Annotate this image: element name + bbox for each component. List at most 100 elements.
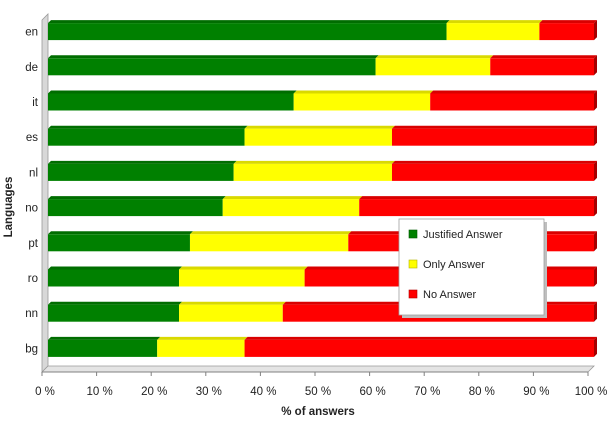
bar-no-only-answer (222, 196, 363, 217)
legend-box (398, 218, 545, 316)
bar-no-justified-answer (48, 196, 226, 217)
x-tick-label: 30 % (196, 386, 222, 398)
bar-segment (222, 199, 360, 217)
y-tick-label: ro (28, 273, 38, 285)
bar-top-face (179, 266, 308, 270)
bar-top-face (244, 336, 597, 340)
bar-nn-only-answer (179, 301, 286, 322)
bar-it-only-answer (293, 90, 434, 111)
y-tick-label: pt (28, 238, 38, 250)
legend-swatch (408, 289, 418, 299)
y-tick-label: de (25, 62, 38, 74)
bar-segment (48, 339, 158, 357)
bar-top-face (48, 125, 248, 129)
x-tick-label: 70 % (414, 386, 440, 398)
bar-bg-no-answer (244, 336, 597, 357)
bar-end-face (594, 90, 597, 111)
y-tick-label: en (25, 27, 38, 39)
y-tick-label: no (25, 203, 38, 215)
bar-bg-only-answer (157, 336, 248, 357)
bar-de-justified-answer (48, 55, 379, 76)
bar-top-face (233, 160, 395, 164)
bar-top-face (490, 55, 597, 59)
bar-nn-justified-answer (48, 301, 183, 322)
bar-end-face (594, 196, 597, 217)
bar-top-face (222, 196, 363, 200)
bar-end-face (594, 125, 597, 146)
y-axis-title: Languages (3, 177, 15, 238)
bar-segment (233, 163, 392, 181)
bar-segment (48, 58, 376, 76)
bar-ro-justified-answer (48, 266, 183, 287)
bar-top-face (48, 160, 237, 164)
x-tick-label: 10 % (86, 386, 112, 398)
bar-end-face (594, 20, 597, 41)
bar-end-face (594, 301, 597, 322)
x-tick-label: 90 % (523, 386, 549, 398)
bar-segment (48, 23, 447, 41)
bar-pt-only-answer (189, 231, 352, 252)
bar-it-justified-answer (48, 90, 297, 111)
bar-top-face (48, 231, 193, 235)
bar-pt-justified-answer (48, 231, 193, 252)
plot-frame (41, 13, 595, 373)
legend-label: Only Answer (423, 259, 485, 271)
bar-segment (189, 234, 349, 252)
bar-bg-justified-answer (48, 336, 161, 357)
bar-segment (48, 93, 294, 111)
bar-segment (391, 128, 594, 146)
bar-segment (179, 269, 305, 287)
y-tick-label: nn (25, 308, 38, 320)
x-tick-label: 50 % (305, 386, 331, 398)
bar-top-face (375, 55, 494, 59)
bar-top-face (179, 301, 286, 305)
bar-segment (244, 339, 594, 357)
bar-es-justified-answer (48, 125, 248, 146)
bar-de-only-answer (375, 55, 494, 76)
bar-top-face (293, 90, 434, 94)
bar-segment (48, 269, 180, 287)
bar-en-no-answer (539, 20, 597, 41)
bar-end-face (594, 160, 597, 181)
plot-floor (41, 365, 595, 373)
bar-end-face (594, 336, 597, 357)
bar-segment (430, 93, 594, 111)
bar-segment (48, 128, 245, 146)
bar-nl-only-answer (233, 160, 395, 181)
bar-top-face (48, 90, 297, 94)
y-tick-label: bg (25, 343, 38, 355)
bar-segment (244, 128, 392, 146)
bar-top-face (48, 336, 161, 340)
y-tick-label: nl (29, 167, 38, 179)
bar-de-no-answer (490, 55, 597, 76)
x-tick-label: 20 % (141, 386, 167, 398)
legend-swatch (408, 259, 418, 269)
x-axis-title: % of answers (281, 406, 355, 418)
bar-segment (446, 23, 540, 41)
bar-end-face (594, 266, 597, 287)
x-tick-label: 60 % (359, 386, 385, 398)
legend-label: Justified Answer (423, 229, 503, 241)
bar-nl-no-answer (391, 160, 597, 181)
bar-top-face (359, 196, 597, 200)
bar-en-only-answer (446, 20, 543, 41)
bar-segment (48, 199, 223, 217)
bar-segment (48, 234, 190, 252)
legend-label: No Answer (423, 289, 477, 301)
x-tick-label: 40 % (250, 386, 276, 398)
bar-top-face (244, 125, 395, 129)
x-tick-labels: 0 % 10 % 20 % 30 % 40 % 50 % 60 % 70 % 80 % 90 % 1… (35, 372, 607, 398)
bar-top-face (48, 55, 379, 59)
bar-no-no-answer (359, 196, 597, 217)
bar-top-face (391, 160, 597, 164)
plot-side-wall (41, 13, 49, 373)
x-tick-label: 80 % (469, 386, 495, 398)
bar-end-face (594, 231, 597, 252)
bar-nl-justified-answer (48, 160, 237, 181)
bar-en-justified-answer (48, 20, 450, 41)
x-tick-label: 100 % (575, 386, 608, 398)
bar-top-face (48, 266, 183, 270)
bar-segment (359, 199, 594, 217)
bar-top-face (430, 90, 597, 94)
